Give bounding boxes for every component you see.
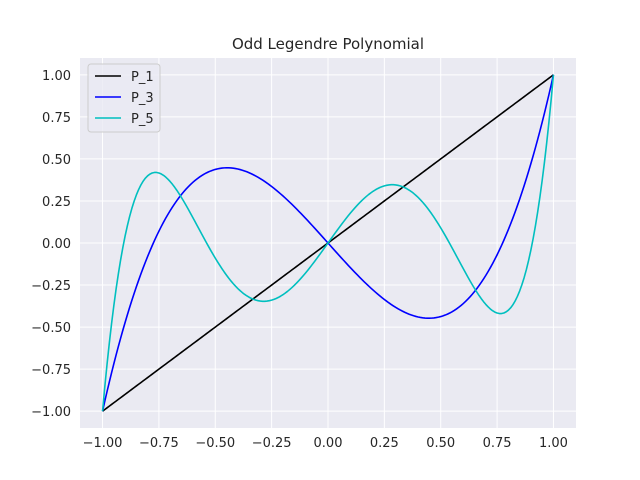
y-tick-label: 0.25 xyxy=(42,195,71,210)
chart-title: Odd Legendre Polynomial xyxy=(232,35,424,53)
y-tick-label: −0.25 xyxy=(31,279,71,294)
x-tick-label: 0.75 xyxy=(483,436,512,451)
x-tick-label: 0.25 xyxy=(370,436,399,451)
legend-label: P_5 xyxy=(131,112,154,127)
legend-label: P_1 xyxy=(131,70,154,85)
x-tick-label: −0.75 xyxy=(139,436,179,451)
y-tick-label: −0.50 xyxy=(31,321,71,336)
x-tick-label: 0.00 xyxy=(314,436,343,451)
y-tick-label: 0.50 xyxy=(42,153,71,168)
x-tick-label: 1.00 xyxy=(539,436,568,451)
legend-frame xyxy=(87,63,161,133)
series-lines xyxy=(101,74,555,412)
x-tick-label: 0.50 xyxy=(426,436,455,451)
y-tick-label: −1.00 xyxy=(31,405,71,420)
y-tick-labels: −1.00 −0.75 −0.50 −0.25 0.00 0.25 0.50 0.75 1.00 xyxy=(31,69,71,420)
legend: P_1 P_3 P_5 xyxy=(87,63,161,133)
y-tick-label: 0.75 xyxy=(42,111,71,126)
x-tick-label: −1.00 xyxy=(83,436,123,451)
legend-label: P_3 xyxy=(131,91,154,106)
y-tick-label: −0.75 xyxy=(31,363,71,378)
x-tick-labels: −1.00 −0.75 −0.50 −0.25 0.00 0.25 0.50 0.75 1.00 xyxy=(83,436,568,451)
x-tick-label: −0.50 xyxy=(195,436,235,451)
series-line-p-5 xyxy=(101,74,555,412)
y-tick-label: 0.00 xyxy=(42,237,71,252)
x-tick-label: −0.25 xyxy=(252,436,292,451)
y-tick-label: 1.00 xyxy=(42,69,71,84)
